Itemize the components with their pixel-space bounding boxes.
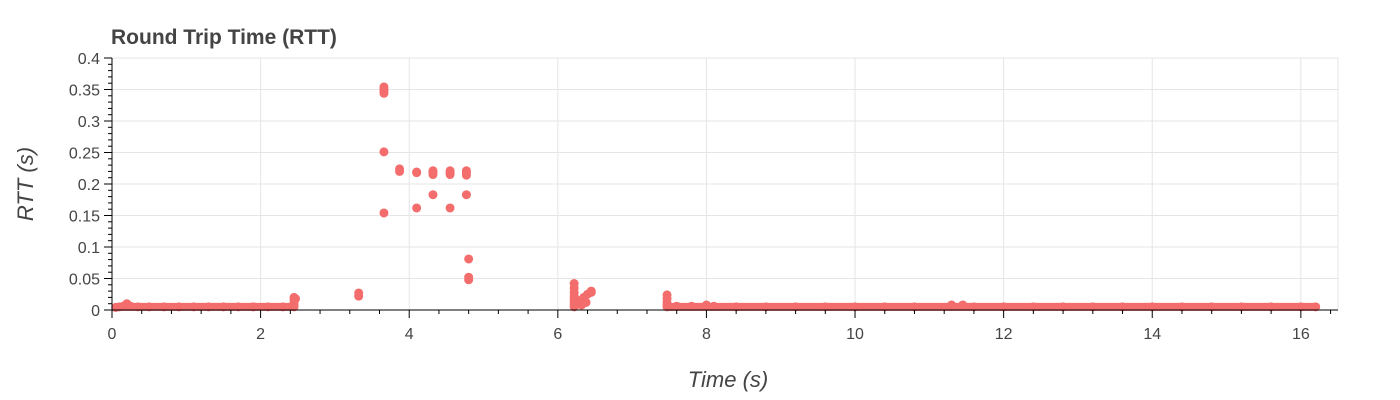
x-tick-label: 4: [405, 326, 414, 343]
data-point: [687, 301, 697, 311]
y-tick-label: 0: [91, 303, 100, 320]
axes: 0 2 4 6 8 10 12 14 16 0 0.05 0.1 0.15 0.2 0.25 0.3 0.35 0…: [69, 51, 1338, 343]
data-point: [701, 300, 711, 310]
data-point: [1207, 302, 1217, 312]
data-point: [445, 203, 455, 213]
data-point: [880, 302, 890, 312]
data-point: [958, 300, 968, 310]
x-tick-label: 2: [256, 326, 265, 343]
data-point: [909, 302, 919, 312]
x-tick-label: 10: [846, 326, 864, 343]
data-point: [1118, 302, 1128, 312]
x-tick-label: 12: [995, 326, 1013, 343]
data-point: [1058, 302, 1068, 312]
y-tick-label: 0.35: [69, 83, 100, 100]
data-point: [969, 302, 979, 312]
data-point: [999, 302, 1009, 312]
data-point: [204, 302, 214, 312]
data-point: [569, 302, 579, 312]
y-tick-label: 0.4: [78, 51, 100, 68]
data-point: [379, 208, 389, 218]
y-tick-label: 0.05: [69, 272, 100, 289]
data-point: [947, 300, 957, 310]
grid: [111, 57, 1339, 311]
data-point: [248, 302, 258, 312]
data-point: [428, 190, 438, 200]
data-point: [291, 294, 301, 304]
x-axis-label: Time (s): [688, 367, 768, 392]
data-point: [189, 302, 199, 312]
data-point: [586, 286, 596, 296]
data-point: [233, 302, 243, 312]
data-point: [412, 168, 422, 178]
data-point: [1147, 302, 1157, 312]
data-point: [395, 166, 405, 176]
scatter-points: [111, 82, 1321, 312]
data-point: [662, 302, 672, 312]
data-point: [354, 288, 364, 298]
data-point: [731, 302, 741, 312]
y-tick-label: 0.3: [78, 114, 100, 131]
y-axis-label: RTT (s): [13, 147, 38, 221]
data-point: [709, 301, 719, 311]
chart-title: Round Trip Time (RTT): [111, 26, 337, 49]
data-point: [379, 147, 389, 157]
data-point: [1296, 302, 1306, 312]
data-point: [850, 302, 860, 312]
data-point: [761, 302, 771, 312]
data-point: [445, 170, 455, 180]
data-point: [144, 302, 154, 312]
data-point: [1311, 302, 1321, 312]
data-point: [1266, 302, 1276, 312]
data-point: [278, 302, 288, 312]
data-point: [791, 302, 801, 312]
y-tick-label: 0.1: [78, 240, 100, 257]
data-point: [1088, 302, 1098, 312]
x-tick-label: 0: [108, 326, 117, 343]
data-point: [126, 301, 136, 311]
y-tick-label: 0.25: [69, 146, 100, 163]
data-point: [1028, 302, 1038, 312]
y-tick-label: 0.15: [69, 209, 100, 226]
x-tick-label: 8: [702, 326, 711, 343]
data-point: [159, 302, 169, 312]
data-point: [461, 190, 471, 200]
data-point: [428, 170, 438, 180]
data-point: [464, 275, 474, 285]
y-tick-label: 0.2: [78, 177, 100, 194]
data-point: [577, 300, 587, 310]
data-point: [820, 302, 830, 312]
x-tick-label: 6: [553, 326, 562, 343]
data-point: [1236, 302, 1246, 312]
x-tick-label: 14: [1143, 326, 1161, 343]
data-point: [218, 302, 228, 312]
data-point: [263, 302, 273, 312]
data-point: [133, 302, 143, 312]
data-point: [379, 88, 389, 98]
data-point: [412, 203, 422, 213]
data-point: [672, 301, 682, 311]
data-point: [1177, 302, 1187, 312]
x-tick-label: 16: [1292, 326, 1310, 343]
data-point: [461, 170, 471, 180]
data-point: [464, 254, 474, 264]
data-point: [174, 302, 184, 312]
